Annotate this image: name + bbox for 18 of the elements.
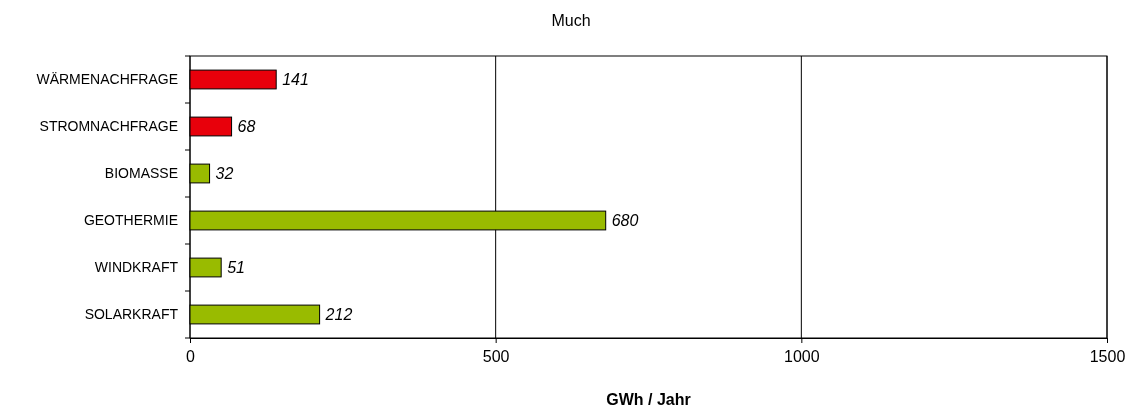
data-label: 32 xyxy=(215,165,234,183)
data-label: 141 xyxy=(282,71,309,89)
x-tick-label: 0 xyxy=(186,348,196,366)
x-tick-label: 1500 xyxy=(1089,348,1126,366)
y-tick-label: STROMNACHFRAGE xyxy=(39,117,178,134)
y-tick-label: WINDKRAFT xyxy=(94,258,179,275)
y-tick-label: BIOMASSE xyxy=(104,164,178,181)
x-tick-label: 500 xyxy=(482,348,510,366)
y-tick-label: GEOTHERMIE xyxy=(83,211,178,228)
y-tick-label: WÄRMENACHFRAGE xyxy=(36,70,178,87)
data-label: 212 xyxy=(324,306,353,324)
chart-title: Much xyxy=(551,12,591,29)
data-label: 68 xyxy=(237,118,256,136)
x-tick-label: 1000 xyxy=(784,348,820,366)
y-tick-label: SOLARKRAFT xyxy=(84,305,179,322)
data-label: 51 xyxy=(227,259,245,277)
data-label: 680 xyxy=(611,212,639,230)
x-axis-title: GWh / Jahr xyxy=(606,391,691,408)
